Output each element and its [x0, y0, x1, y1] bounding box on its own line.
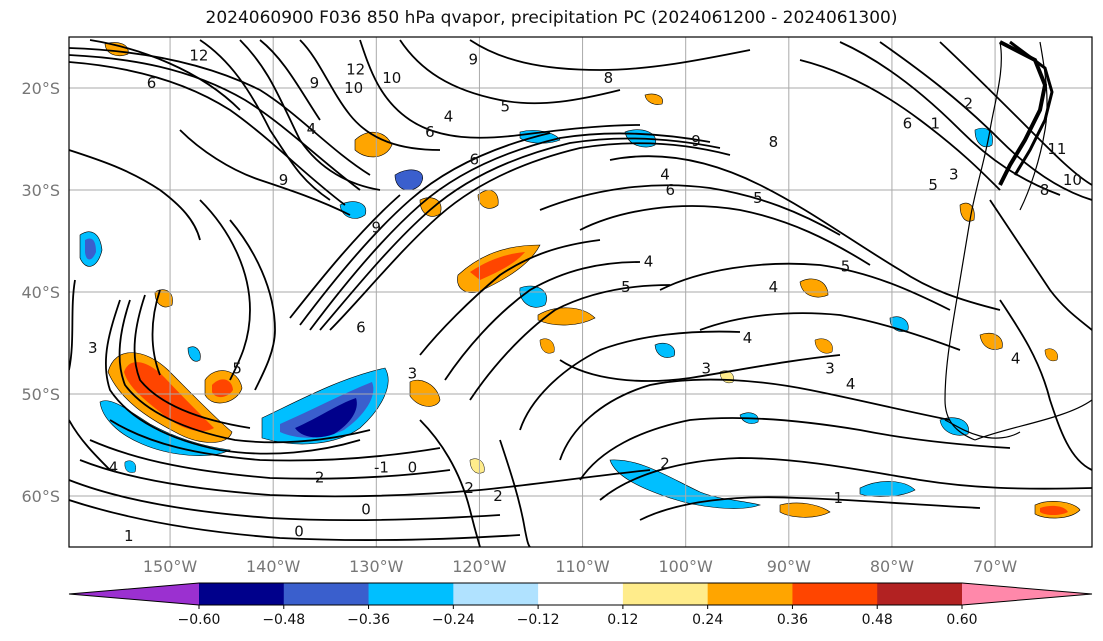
colorbar-segment — [622, 583, 709, 605]
contour-value-label: 8 — [1040, 181, 1050, 199]
contour-value-label: 12 — [346, 61, 365, 79]
contour-value-label: 4 — [644, 252, 654, 270]
contour-value-label: 10 — [344, 79, 363, 97]
latitude-label: 20°S — [21, 79, 60, 98]
contour-value-label: 2 — [315, 469, 325, 487]
contour-value-label: 9 — [310, 74, 320, 92]
longitude-label: 100°W — [659, 557, 714, 576]
latitude-label: 60°S — [21, 487, 60, 506]
contour-value-label: 2 — [493, 487, 503, 505]
colorbar-segment — [283, 583, 370, 605]
contour-value-label: 4 — [769, 278, 779, 296]
contour-value-label: 10 — [1063, 171, 1082, 189]
contour-value-label: 0 — [294, 523, 304, 541]
colorbar-tick-label: −0.24 — [432, 612, 475, 628]
colorbar-segment — [877, 583, 963, 605]
colorbar-tick-label: 0.48 — [862, 612, 893, 628]
longitude-label: 80°W — [870, 557, 914, 576]
longitude-label: 90°W — [767, 557, 811, 576]
contour-value-label: 4 — [109, 458, 119, 476]
contour-value-label: 4 — [444, 108, 454, 126]
contour-value-label: 9 — [372, 219, 382, 237]
contour-value-label: 1 — [930, 115, 940, 133]
contour-value-label: 8 — [769, 133, 779, 151]
colorbar: −0.60 −0.48 −0.36 −0.24 −0.12 0.12 0.24 0.36 0.4… — [68, 582, 1093, 628]
colorbar-segment — [538, 583, 624, 605]
contour-value-label: 2 — [660, 454, 670, 472]
contour-value-label: 5 — [232, 360, 242, 378]
contour-value-label: 3 — [949, 166, 959, 184]
latitude-labels: 20°S 30°S 40°S 50°S 60°S — [21, 79, 60, 506]
contour-value-label: 3 — [88, 339, 98, 357]
longitude-label: 70°W — [973, 557, 1017, 576]
figure-title: 2024060900 F036 850 hPa qvapor, precipit… — [205, 8, 898, 28]
contour-value-label: 1 — [124, 527, 134, 545]
contour-value-label: 4 — [660, 166, 670, 184]
contour-value-label: 4 — [743, 329, 753, 347]
contour-value-label: 3 — [408, 365, 418, 383]
longitude-label: 140°W — [246, 557, 301, 576]
latitude-label: 50°S — [21, 385, 60, 404]
contour-value-label: 4 — [846, 375, 856, 393]
contour-value-label: 9 — [279, 171, 289, 189]
longitude-label: 110°W — [555, 557, 610, 576]
contour-value-label: 6 — [665, 181, 675, 199]
contour-value-label: 10 — [382, 69, 401, 87]
contour-value-label: 12 — [189, 46, 208, 64]
contour-value-label: 5 — [928, 176, 938, 194]
contour-value-label: 6 — [356, 319, 366, 337]
contour-value-label: 9 — [468, 50, 478, 68]
colorbar-tick-label: −0.12 — [517, 612, 560, 628]
contour-value-label: 3 — [702, 360, 712, 378]
latitude-label: 40°S — [21, 283, 60, 302]
contour-value-label: 6 — [425, 123, 435, 141]
colorbar-segment — [199, 583, 285, 605]
longitude-label: 150°W — [143, 557, 198, 576]
longitude-labels: 150°W 140°W 130°W 120°W 110°W 100°W 90°W 80°W 70… — [143, 557, 1017, 576]
lat-lon-gridlines — [69, 37, 1092, 547]
map-frame — [68, 36, 1093, 548]
contour-value-label: 0 — [408, 458, 418, 476]
contour-value-label: 5 — [841, 258, 851, 276]
contour-value-label: 2 — [963, 94, 973, 112]
contour-value-label: 8 — [604, 69, 614, 87]
colorbar-extension-low — [69, 583, 199, 605]
contour-value-label: 2 — [464, 479, 474, 497]
colorbar-segment — [707, 583, 793, 605]
colorbar-tick-label: −0.60 — [178, 612, 221, 628]
latitude-label: 30°S — [21, 181, 60, 200]
colorbar-segment — [792, 583, 878, 605]
coastline — [944, 40, 1092, 441]
contour-value-label: 6 — [470, 150, 480, 168]
contour-value-label: 6 — [903, 115, 913, 133]
longitude-label: 120°W — [452, 557, 507, 576]
colorbar-tick-label: −0.48 — [262, 612, 305, 628]
colorbar-segment — [368, 583, 454, 605]
contour-value-label: 9 — [691, 132, 701, 150]
colorbar-tick-label: 0.36 — [777, 612, 808, 628]
colorbar-extension-high — [962, 583, 1092, 605]
contour-value-label: 6 — [147, 74, 157, 92]
contour-value-label: 4 — [1011, 349, 1021, 367]
contour-value-label: 5 — [621, 278, 631, 296]
colorbar-tick-label: 0.12 — [607, 612, 638, 628]
colorbar-tick-label: −0.36 — [347, 612, 390, 628]
qvapor-contours — [69, 39, 1092, 547]
contour-value-label: 0 — [361, 500, 371, 518]
longitude-label: 130°W — [349, 557, 404, 576]
colorbar-segment — [453, 583, 539, 605]
contour-value-label: 4 — [307, 120, 317, 138]
colorbar-tick-label: 0.60 — [946, 612, 977, 628]
contour-value-label: 5 — [500, 97, 510, 115]
colorbar-tick-label: 0.24 — [692, 612, 723, 628]
contour-value-label: 3 — [825, 360, 835, 378]
contour-value-label: -1 — [374, 458, 389, 476]
contour-value-label: 1 — [834, 489, 844, 507]
contour-value-label: 5 — [753, 189, 763, 207]
contour-value-label: 11 — [1047, 140, 1066, 158]
